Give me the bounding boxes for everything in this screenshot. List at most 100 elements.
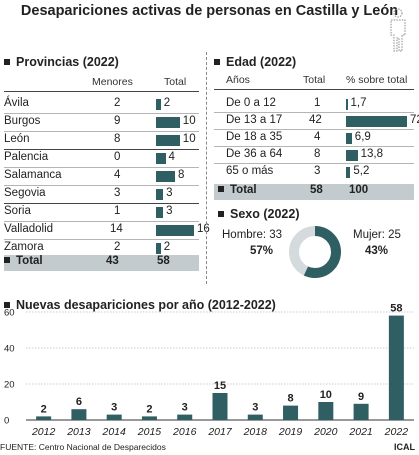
- province-name: Ávila: [4, 97, 29, 109]
- province-minors: 2: [114, 241, 121, 253]
- year-value-label: 2: [41, 403, 47, 415]
- province-total-label: 2: [163, 241, 171, 253]
- age-total: 42: [309, 114, 322, 126]
- province-total-bar: [156, 99, 161, 110]
- year-bar: [283, 405, 299, 420]
- age-total: 3: [314, 165, 321, 177]
- year-category-label: 2018: [243, 426, 268, 438]
- province-minors: 1: [114, 205, 121, 217]
- y-tick-label: 60: [4, 308, 15, 319]
- infographic-title: Desapariciones activas de personas en Ca…: [20, 3, 399, 19]
- male-count-label: Hombre: 33: [222, 229, 283, 241]
- year-category-label: 2021: [348, 426, 372, 438]
- year-category-label: 2017: [207, 426, 233, 438]
- female-pct-label: 43%: [365, 245, 389, 257]
- age-pct-label: 1,7: [350, 97, 367, 109]
- year-bar: [212, 393, 228, 420]
- provinces-group-rule: [4, 149, 199, 150]
- age-col-years: Años: [226, 74, 250, 86]
- age-pct-bar: [346, 133, 352, 144]
- provinces-total-minors: 43: [106, 255, 119, 267]
- age-pct-label: 5,2: [353, 165, 370, 177]
- age-total-row: Total: [218, 184, 257, 196]
- province-minors: 0: [114, 151, 121, 163]
- source-note: FUENTE: Centro Nacional de Desparecidos: [0, 442, 166, 452]
- provinces-header-rule: [4, 91, 199, 92]
- y-tick-label: 40: [4, 344, 15, 355]
- age-range-name: De 18 a 35: [226, 131, 283, 143]
- province-total-label: 8: [178, 169, 185, 181]
- provinces-group-rule: [4, 203, 199, 204]
- province-total-label: 3: [166, 205, 173, 217]
- province-name: Palencia: [4, 151, 49, 163]
- province-name: Soria: [4, 205, 31, 217]
- province-minors: 2: [114, 97, 121, 109]
- provinces-row-rule: [4, 221, 199, 222]
- province-total-label: 3: [166, 187, 173, 199]
- year-bar: [353, 403, 369, 420]
- province-name: León: [4, 133, 30, 145]
- provinces-col-minors: Menores: [92, 76, 133, 88]
- age-total-pct: 100: [349, 184, 369, 196]
- year-value-label: 6: [76, 396, 82, 408]
- province-minors: 9: [114, 115, 121, 127]
- year-value-label: 3: [111, 402, 117, 414]
- provinces-col-total: Total: [164, 76, 187, 88]
- year-bar: [388, 315, 404, 420]
- sex-donut-chart: [289, 226, 341, 278]
- provinces-total-total: 58: [157, 255, 170, 267]
- age-pct-label: 72,4: [410, 114, 419, 126]
- provinces-row-rule: [4, 239, 199, 240]
- donut-male-segment: [289, 226, 341, 278]
- province-name: Segovia: [4, 187, 46, 199]
- province-total-bar: [156, 171, 175, 182]
- year-category-label: 2012: [31, 426, 56, 438]
- age-heading: Edad (2022): [214, 55, 296, 69]
- year-value-label: 3: [252, 402, 258, 414]
- age-pct-bar: [346, 167, 351, 178]
- province-total-bar: [156, 135, 180, 146]
- age-total: 1: [314, 97, 321, 109]
- year-category-label: 2019: [278, 426, 303, 438]
- province-total-bar: [156, 189, 164, 200]
- male-pct-label: 57%: [250, 245, 274, 257]
- year-value-label: 2: [146, 403, 152, 415]
- age-pct-bar: [346, 99, 348, 110]
- brand-logo: ICAL: [394, 442, 415, 452]
- person-icon: [390, 8, 406, 52]
- age-pct-label: 6,9: [354, 131, 371, 143]
- province-total-bar: [156, 117, 180, 128]
- year-category-label: 2015: [137, 426, 162, 438]
- provinces-row-rule: [4, 113, 199, 114]
- province-total-bar: [156, 243, 161, 254]
- sex-heading: Sexo (2022): [218, 207, 299, 221]
- age-row-rule: [214, 146, 414, 147]
- year-bar: [247, 414, 263, 420]
- province-minors: 8: [114, 133, 121, 145]
- province-total-bar: [156, 207, 164, 218]
- province-name: Valladolid: [4, 223, 54, 235]
- year-category-label: 2022: [384, 426, 409, 438]
- yearly-bar-chart: 0 20 40 60 2 2012 6 2013 3 2014 2 2015 3 2016 15 2017 3 2…: [4, 303, 414, 438]
- year-bar: [36, 416, 52, 420]
- provinces-heading: Provincias (2022): [4, 55, 119, 69]
- province-total-label: 2: [163, 97, 171, 109]
- provinces-total-row: Total: [4, 255, 43, 267]
- year-value-label: 15: [214, 380, 226, 392]
- age-range-name: De 13 a 17: [226, 114, 283, 126]
- province-total-label: 10: [182, 133, 196, 145]
- age-row-rule: [214, 112, 414, 113]
- year-value-label: 10: [320, 389, 332, 401]
- provinces-total-band: [4, 255, 199, 271]
- province-name: Zamora: [4, 241, 44, 253]
- age-row-rule: [214, 163, 414, 164]
- provinces-row-rule: [4, 167, 199, 168]
- province-total-label: 16: [197, 223, 210, 235]
- age-range-name: 65 o más: [226, 165, 274, 177]
- year-bar: [71, 409, 87, 420]
- year-value-label: 8: [287, 393, 293, 405]
- age-pct-bar: [346, 150, 358, 161]
- province-total-label: 10: [182, 115, 196, 127]
- age-row-rule: [214, 129, 414, 130]
- y-tick-label: 20: [4, 380, 15, 391]
